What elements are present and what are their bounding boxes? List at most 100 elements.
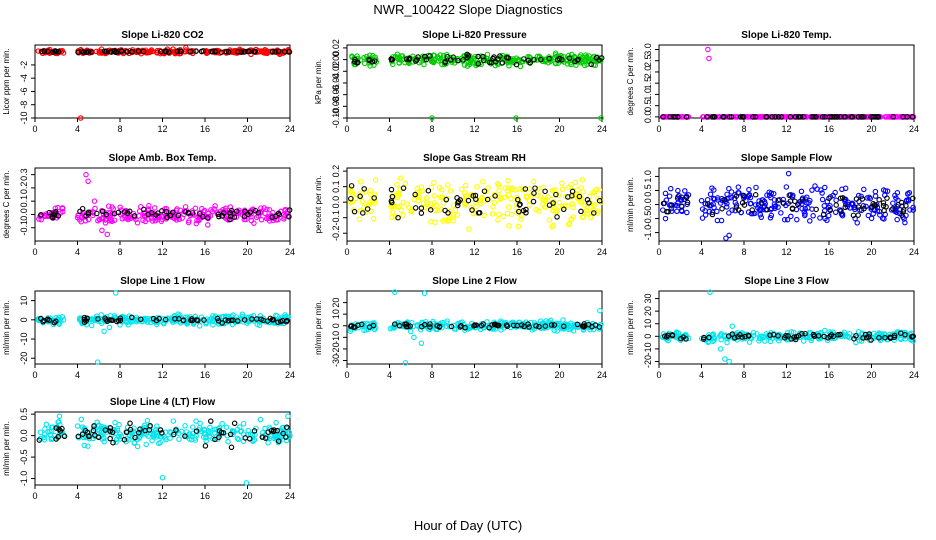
data-point-hourly xyxy=(121,436,128,443)
data-point-hourly xyxy=(122,209,128,215)
data-point xyxy=(578,185,584,191)
data-point-hourly xyxy=(566,55,573,61)
data-point-hourly xyxy=(842,204,848,211)
data-point-hourly xyxy=(61,433,68,440)
data-point-hourly xyxy=(792,114,799,120)
data-point-hourly xyxy=(591,210,597,216)
data-point xyxy=(60,208,66,215)
data-point-hourly xyxy=(741,192,747,199)
data-point-hourly xyxy=(445,210,451,216)
x-tick-label: 12 xyxy=(157,124,167,134)
x-tick-label: 16 xyxy=(824,370,834,380)
data-point-hourly xyxy=(872,202,879,209)
data-point xyxy=(833,197,839,204)
data-point-hourly xyxy=(775,197,781,203)
x-tick-label: 8 xyxy=(117,491,122,501)
y-tick-label: -0.08 xyxy=(331,96,341,117)
data-point-hourly xyxy=(497,53,503,59)
data-point xyxy=(363,327,370,333)
data-point-hourly xyxy=(674,114,681,120)
data-point-hourly xyxy=(351,208,358,215)
data-point-hourly xyxy=(799,330,805,337)
x-axis-label: Hour of Day (UTC) xyxy=(414,518,522,533)
x-tick-label: 0 xyxy=(344,247,349,257)
data-point xyxy=(196,427,202,433)
x-tick-label: 12 xyxy=(781,124,791,134)
outlier-point xyxy=(513,115,519,121)
data-point-hourly xyxy=(855,212,861,218)
data-point-hourly xyxy=(195,317,201,324)
x-tick-label: 0 xyxy=(344,124,349,134)
data-point-hourly xyxy=(448,323,455,330)
data-point-hourly xyxy=(837,331,843,338)
data-point xyxy=(593,187,599,193)
data-point-hourly xyxy=(364,206,371,212)
data-point-hourly xyxy=(245,211,251,218)
x-tick-label: 8 xyxy=(741,247,746,257)
data-point-hourly xyxy=(193,428,200,434)
data-point xyxy=(43,421,50,428)
y-tick-label: 0 xyxy=(643,334,653,339)
data-point-hourly xyxy=(38,212,44,218)
x-tick-label: 4 xyxy=(75,247,80,257)
data-point-hourly xyxy=(778,114,784,120)
data-point-hourly xyxy=(225,317,232,324)
x-tick-label: 8 xyxy=(117,370,122,380)
data-point-hourly xyxy=(46,209,53,216)
data-point xyxy=(762,338,768,344)
x-tick-label: 4 xyxy=(699,124,704,134)
data-point xyxy=(118,316,125,323)
data-point xyxy=(116,421,122,428)
data-point xyxy=(578,52,584,58)
data-point-hourly xyxy=(81,316,88,323)
data-point xyxy=(508,196,514,202)
data-point-hourly xyxy=(162,316,169,323)
y-tick-label: 10 xyxy=(331,309,341,319)
data-point-hourly xyxy=(683,336,689,342)
data-point xyxy=(726,210,732,216)
data-point xyxy=(726,195,732,201)
y-tick-label: 0.0 xyxy=(643,111,653,124)
data-point xyxy=(807,218,813,224)
data-point xyxy=(458,186,465,192)
data-point xyxy=(723,204,730,210)
x-tick-label: 0 xyxy=(32,491,37,501)
data-point-hourly xyxy=(218,429,225,436)
data-point xyxy=(186,218,192,224)
data-point-hourly xyxy=(187,48,194,55)
data-point-hourly xyxy=(91,423,97,429)
y-tick-label: 0.1 xyxy=(331,180,341,193)
data-point xyxy=(428,184,435,191)
outlier-point xyxy=(421,290,428,297)
data-point xyxy=(45,428,51,435)
data-point-hourly xyxy=(780,200,787,206)
data-point xyxy=(283,437,290,444)
data-point-hourly xyxy=(450,54,457,60)
plot-frame xyxy=(658,44,915,119)
data-point-hourly xyxy=(464,51,470,58)
data-point xyxy=(99,216,106,222)
data-point-hourly xyxy=(478,322,485,329)
data-point xyxy=(788,213,794,220)
data-point xyxy=(832,209,839,216)
data-point xyxy=(286,430,293,436)
data-point xyxy=(839,186,845,193)
data-point xyxy=(149,48,156,55)
data-point-hourly xyxy=(95,316,101,322)
data-point-hourly xyxy=(848,114,854,120)
data-point xyxy=(95,430,101,437)
data-point-hourly xyxy=(163,208,170,215)
outlier-point xyxy=(726,232,732,239)
data-point-hourly xyxy=(281,49,288,55)
data-point-hourly xyxy=(526,324,532,330)
data-point-hourly xyxy=(787,198,794,204)
data-point xyxy=(512,187,518,193)
data-point xyxy=(392,53,399,60)
data-point-hourly xyxy=(177,48,183,54)
data-point-hourly xyxy=(787,114,794,120)
data-point xyxy=(348,185,354,192)
data-point-hourly xyxy=(223,48,229,55)
data-point xyxy=(196,323,203,329)
data-point-hourly xyxy=(475,61,482,67)
data-point xyxy=(566,184,572,190)
